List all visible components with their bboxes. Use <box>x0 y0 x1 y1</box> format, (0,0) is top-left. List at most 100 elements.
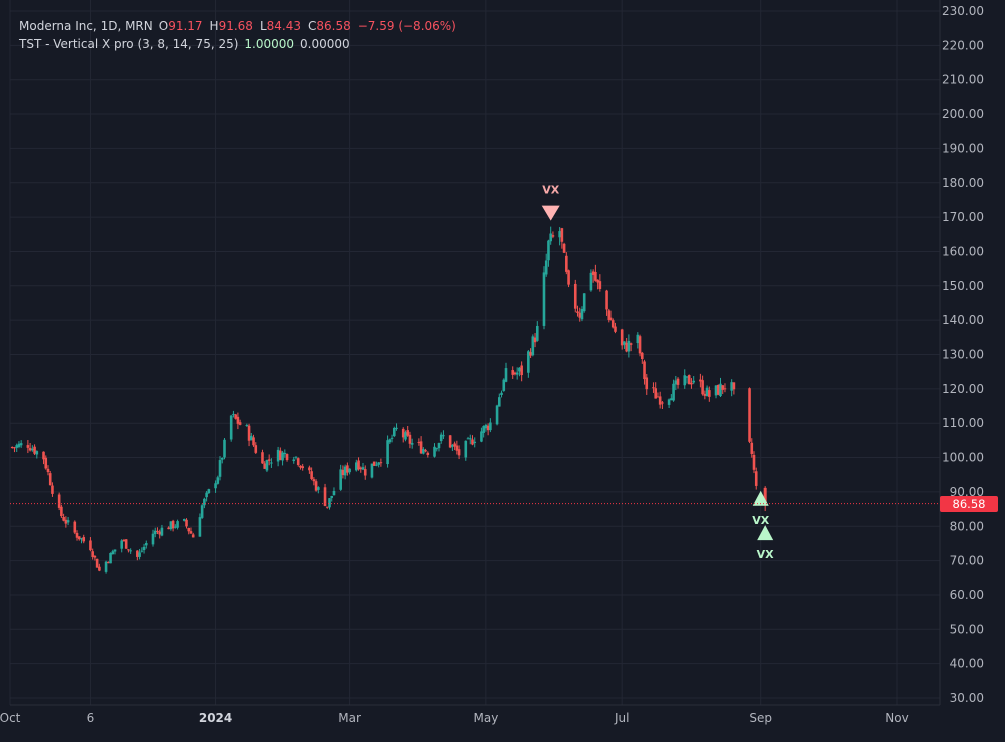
candle-body <box>531 336 535 356</box>
candle-body <box>379 462 383 464</box>
candle-body <box>468 438 472 440</box>
candle-body <box>138 552 141 557</box>
candle-body <box>120 540 124 549</box>
y-tick-label: 180.00 <box>942 176 984 190</box>
candle-body <box>439 434 443 442</box>
candle-body <box>453 443 456 447</box>
candle-body <box>62 516 65 521</box>
candle-body <box>361 467 365 470</box>
candle-body <box>609 317 613 321</box>
y-tick-label: 220.00 <box>942 38 984 52</box>
candle-body <box>314 481 318 491</box>
candle-body <box>582 293 586 312</box>
candle-body <box>486 425 490 431</box>
y-tick-label: 170.00 <box>942 210 984 224</box>
candle-body <box>111 551 115 555</box>
candle-body <box>332 490 336 496</box>
candle-body <box>343 466 347 476</box>
candle-body <box>51 485 54 494</box>
indicator-value-2: 0.00000 <box>300 37 350 51</box>
close-value: 86.58 <box>316 19 351 33</box>
candle-body <box>408 434 412 444</box>
candle-body <box>89 540 92 551</box>
candle-body <box>748 388 751 442</box>
candle-body <box>301 466 304 469</box>
low-label: L <box>259 19 267 33</box>
candle-body <box>346 465 349 473</box>
candle-body <box>672 383 675 401</box>
y-tick-label: 190.00 <box>942 141 984 155</box>
candle-body <box>611 320 615 328</box>
y-tick-label: 30.00 <box>950 691 984 705</box>
candle-body <box>625 342 628 352</box>
candle-body <box>670 398 673 401</box>
candle-body <box>623 341 626 345</box>
candle-body <box>692 380 695 383</box>
candle-body <box>317 487 320 490</box>
candle-body <box>605 290 608 310</box>
candle-body <box>310 471 313 479</box>
candle-body <box>627 340 631 352</box>
last-price-tag: 86.58 <box>940 495 998 512</box>
candle-body <box>750 442 754 454</box>
candle-body <box>33 446 36 454</box>
candle-body <box>464 440 468 458</box>
sell-signal-marker <box>541 205 560 221</box>
candle-body <box>26 445 30 448</box>
candle-body <box>66 520 70 523</box>
y-tick-label: 210.00 <box>942 73 984 87</box>
candle-body <box>205 492 208 498</box>
signal-markers: VX VX VX <box>541 184 774 561</box>
candle-body <box>98 566 101 571</box>
candle-body <box>377 462 380 465</box>
candle-body <box>57 494 61 508</box>
candle-body <box>198 517 202 537</box>
open-label: O <box>158 19 169 33</box>
candle-body <box>267 459 271 461</box>
candle-body <box>323 487 327 506</box>
candle-body <box>683 375 687 386</box>
candle-body <box>104 561 108 572</box>
candle-body <box>533 337 537 343</box>
candle-body <box>218 460 222 477</box>
candle-body <box>732 382 736 390</box>
indicator-name[interactable]: TST - Vertical X pro (3, 8, 14, 75, 25) <box>19 37 239 51</box>
candle-body <box>35 451 39 455</box>
candle-body <box>535 325 539 341</box>
time-axis: Oct 6 2024 Mar May Jul Sep Nov <box>0 711 909 725</box>
grid-lines <box>9 0 940 705</box>
candle-body <box>203 498 206 506</box>
candle-body <box>263 463 267 469</box>
candle-body <box>339 469 342 490</box>
candle-body <box>122 540 126 542</box>
candle-body <box>140 550 144 552</box>
candle-body <box>124 539 128 549</box>
chart-legend: Moderna Inc, 1D, MRN O 91.17 H 91.68 L 84.4… <box>19 17 463 53</box>
candle-body <box>363 469 367 476</box>
candle-body <box>589 272 593 291</box>
candle-body <box>348 468 351 473</box>
candle-body <box>705 387 709 397</box>
candle-body <box>254 445 258 453</box>
candle-body <box>73 521 77 533</box>
candle-body <box>223 439 226 458</box>
candle-body <box>629 343 633 345</box>
candle-body <box>357 460 360 470</box>
candle-body <box>355 462 358 471</box>
candle-body <box>457 449 461 456</box>
candle-body <box>153 530 157 535</box>
candle-body <box>565 255 568 272</box>
candle-body <box>607 310 611 320</box>
candle-body <box>182 518 186 521</box>
symbol-label[interactable]: Moderna Inc, 1D, MRN <box>19 19 153 33</box>
y-tick-label: 40.00 <box>950 657 984 671</box>
candle-body <box>238 422 242 425</box>
candle-body <box>620 329 624 346</box>
candle-body <box>252 437 255 446</box>
y-tick-label: 100.00 <box>942 451 984 465</box>
candle-body <box>28 448 32 451</box>
candle-body <box>232 413 235 415</box>
candle-body <box>200 505 204 518</box>
